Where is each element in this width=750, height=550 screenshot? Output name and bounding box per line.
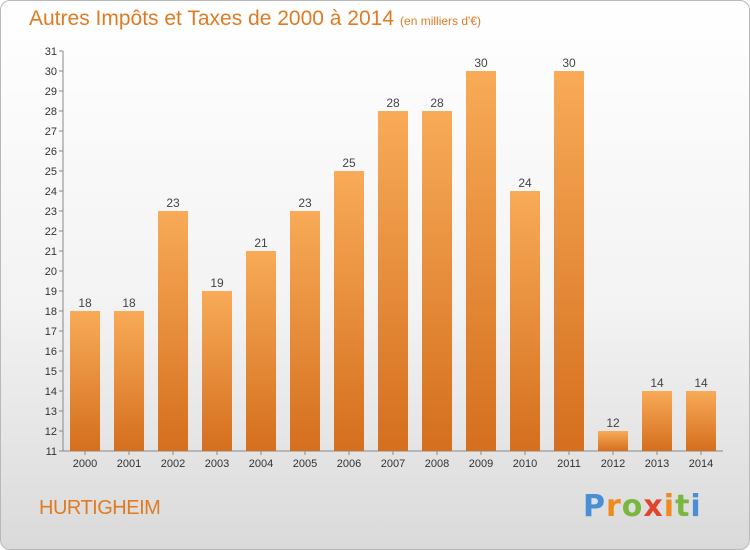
data-label-2006: 25 [342,156,356,170]
data-label-2014: 14 [694,376,708,390]
y-tick-label: 20 [45,266,57,278]
bar-2002 [158,211,188,451]
bar-2000 [70,311,100,451]
bar-2010 [510,191,540,451]
y-tick-label: 12 [45,426,57,438]
chart-title-text: Autres Impôts et Taxes de 2000 à 2014 [29,7,395,30]
bar-2014 [686,391,716,451]
bar-2011 [554,71,584,451]
data-label-2007: 28 [386,96,400,110]
chart-title: Autres Impôts et Taxes de 2000 à 2014 (en… [29,7,481,31]
y-tick-label: 16 [45,346,57,358]
y-tick-label: 14 [45,386,57,398]
data-label-2001: 18 [122,296,136,310]
bar-2009 [466,71,496,451]
y-tick-label: 27 [45,126,57,138]
x-tick-label: 2006 [337,458,361,470]
y-tick-label: 24 [45,186,57,198]
bar-2006 [334,171,364,451]
bar-2004 [246,251,276,451]
y-tick-label: 15 [45,366,57,378]
x-tick-label: 2012 [601,458,625,470]
data-label-2010: 24 [518,176,532,190]
data-label-2004: 21 [254,236,268,250]
y-tick-label: 13 [45,406,57,418]
data-label-2003: 19 [210,276,224,290]
place-name: HURTIGHEIM [39,497,161,519]
x-tick-label: 2011 [557,458,581,470]
bar-2001 [114,311,144,451]
data-label-2011: 30 [562,56,576,70]
y-tick-label: 11 [46,446,57,458]
x-tick-label: 2003 [205,458,229,470]
bar-2007 [378,111,408,451]
x-tick-label: 2002 [161,458,185,470]
x-tick-label: 2008 [425,458,449,470]
x-tick-label: 2010 [513,458,537,470]
data-label-2009: 30 [474,56,488,70]
y-tick-label: 23 [45,206,57,218]
bar-2008 [422,111,452,451]
data-label-2012: 12 [606,416,620,430]
y-tick-label: 28 [45,106,57,118]
proxiti-logo: Proxiti [583,489,702,524]
y-tick-label: 18 [45,306,57,318]
y-tick-label: 31 [45,46,57,58]
x-tick-label: 2013 [645,458,669,470]
x-tick-label: 2007 [381,458,405,470]
y-tick-label: 21 [45,246,57,258]
bar-2012 [598,431,628,451]
data-label-2002: 23 [166,196,180,210]
data-label-2008: 28 [430,96,444,110]
bar-2003 [202,291,232,451]
chart-subtitle: (en milliers d'€) [400,14,482,28]
x-tick-label: 2004 [249,458,273,470]
data-label-2005: 23 [298,196,312,210]
x-tick-label: 2000 [73,458,97,470]
data-label-2000: 18 [78,296,92,310]
x-tick-label: 2001 [117,458,141,470]
y-tick-label: 17 [45,326,57,338]
bar-2005 [290,211,320,451]
data-label-2013: 14 [650,376,664,390]
x-tick-label: 2009 [469,458,493,470]
y-tick-label: 19 [45,286,57,298]
bar-2013 [642,391,672,451]
x-tick-label: 2014 [689,458,713,470]
x-tick-label: 2005 [293,458,317,470]
y-tick-label: 25 [45,166,57,178]
y-tick-label: 22 [45,226,57,238]
y-tick-label: 30 [45,66,57,78]
y-tick-label: 26 [45,146,57,158]
y-tick-label: 29 [45,86,57,98]
